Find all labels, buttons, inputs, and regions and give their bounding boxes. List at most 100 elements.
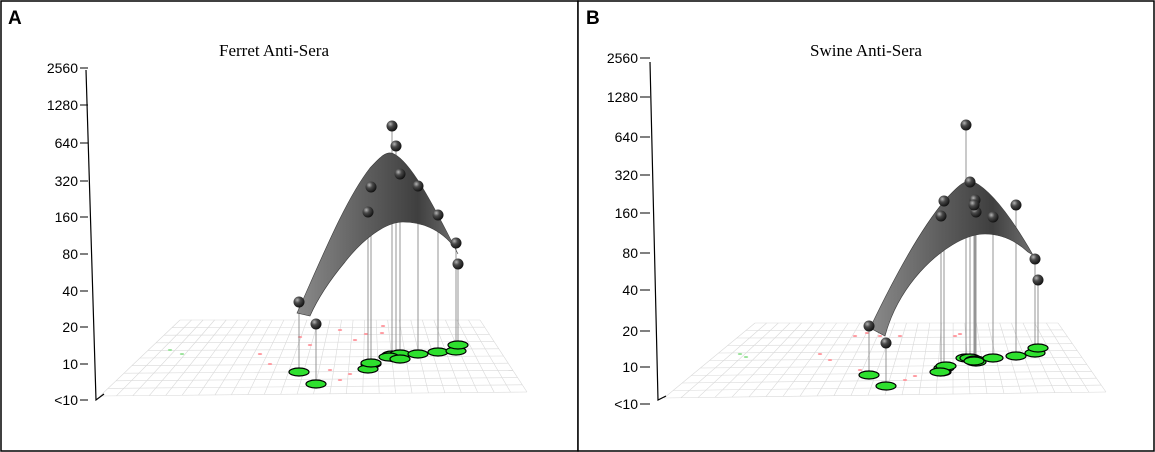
floor-grid-line <box>131 362 509 366</box>
y-tick-label: 80 <box>62 246 78 262</box>
floor-disk <box>982 353 1004 363</box>
panel-b-frame <box>577 0 1155 452</box>
titer-point <box>938 195 950 207</box>
panel-b: B Swine Anti-Sera <10 10 20 40 80 160 320 640 12… <box>577 0 1155 452</box>
panel-b-letter: B <box>586 8 600 29</box>
titer-point <box>863 320 875 332</box>
floor-disk <box>875 381 897 391</box>
antigen-mark <box>337 379 343 381</box>
floor-grid-line <box>139 355 504 359</box>
panel-a-response-surface <box>296 152 459 317</box>
panel-b-spheres <box>863 119 1044 349</box>
antigen-mark <box>952 335 958 337</box>
floor-disk <box>427 347 449 357</box>
y-tick-label: 40 <box>622 282 638 298</box>
floor-grid-line <box>718 350 1078 354</box>
floor-grid-line <box>99 391 528 397</box>
floor-grid-line <box>163 334 490 336</box>
antigen-mark <box>897 335 903 337</box>
titer-point <box>968 199 980 211</box>
y-tick-label: <10 <box>54 392 78 408</box>
y-tick-label: 1280 <box>607 89 638 105</box>
antigen-mark <box>352 339 358 341</box>
antigen-mark <box>379 332 385 334</box>
y-tick-label: 2560 <box>47 60 78 76</box>
antigen-mark <box>852 335 858 337</box>
floor-grid-line <box>691 371 1092 376</box>
antigen-mark <box>327 369 333 371</box>
panel-b-y-ticks: <10 10 20 40 80 160 320 640 1280 2560 <box>607 50 650 412</box>
antigen-mark <box>297 336 303 338</box>
floor-disk <box>858 370 880 380</box>
panel-b-y-axis <box>649 61 667 401</box>
floor-grid-line <box>736 336 1068 339</box>
titer-point <box>960 119 972 131</box>
titer-point <box>1010 199 1022 211</box>
serum-mark <box>179 353 185 355</box>
panel-a-letter: A <box>8 8 22 29</box>
titer-point <box>1029 253 1041 265</box>
floor-grid-line <box>727 343 1073 346</box>
titer-point <box>1032 274 1044 286</box>
titer-point <box>964 176 976 188</box>
antigen-mark <box>877 335 883 337</box>
floor-grid-line <box>123 370 513 374</box>
antigen-mark <box>257 353 263 355</box>
serum-mark <box>743 356 749 358</box>
y-tick-label: <10 <box>614 396 638 412</box>
serum-mark <box>737 353 743 355</box>
floor-disk <box>288 367 310 377</box>
antigen-mark <box>857 369 863 371</box>
panel-a-floor-disks <box>288 340 469 389</box>
y-tick-label: 80 <box>622 245 638 261</box>
titer-point <box>432 209 444 221</box>
y-tick-label: 1280 <box>47 97 78 113</box>
titer-point <box>386 120 398 132</box>
floor-disk <box>447 340 469 350</box>
floor-disk <box>963 356 985 366</box>
antigen-mark <box>380 325 386 327</box>
panel-a-map-marks <box>167 325 386 381</box>
titer-point <box>293 296 305 308</box>
panel-b-floor-disks <box>858 343 1049 391</box>
y-tick-label: 2560 <box>607 50 638 66</box>
y-tick-label: 320 <box>615 167 639 183</box>
floor-grid-line <box>745 329 1063 331</box>
panel-b-title: Swine Anti-Sera <box>810 41 922 60</box>
floor-disk <box>929 367 951 377</box>
antigen-mark <box>347 373 353 375</box>
titer-point <box>310 318 322 330</box>
titer-point <box>987 211 999 223</box>
y-tick-label: 10 <box>62 356 78 372</box>
antigen-mark <box>337 329 343 331</box>
y-tick-label: 10 <box>622 359 638 375</box>
antigen-mark <box>864 332 870 334</box>
y-tick-label: 40 <box>62 283 78 299</box>
titer-point <box>365 181 377 193</box>
floor-disk <box>360 358 382 368</box>
titer-point <box>412 180 424 192</box>
panel-a-spheres <box>293 120 464 330</box>
y-tick-label: 20 <box>62 319 78 335</box>
titer-point <box>362 206 374 218</box>
y-tick-label: 640 <box>55 135 79 151</box>
floor-disk <box>305 379 327 389</box>
antigen-mark <box>912 375 918 377</box>
titer-point <box>452 258 464 270</box>
titer-point <box>390 140 402 152</box>
y-tick-label: 320 <box>55 173 79 189</box>
floor-grid-line <box>663 391 1107 399</box>
antigen-mark <box>902 379 908 381</box>
titer-point <box>880 337 892 349</box>
titer-point <box>935 210 947 222</box>
floor-disk <box>389 354 411 364</box>
antigen-mark <box>827 359 833 361</box>
floor-grid-line <box>682 377 1097 384</box>
antigen-mark <box>363 333 369 335</box>
titer-point <box>450 237 462 249</box>
y-tick-label: 20 <box>622 323 638 339</box>
antigen-mark <box>817 353 823 355</box>
antigen-mark <box>267 363 273 365</box>
